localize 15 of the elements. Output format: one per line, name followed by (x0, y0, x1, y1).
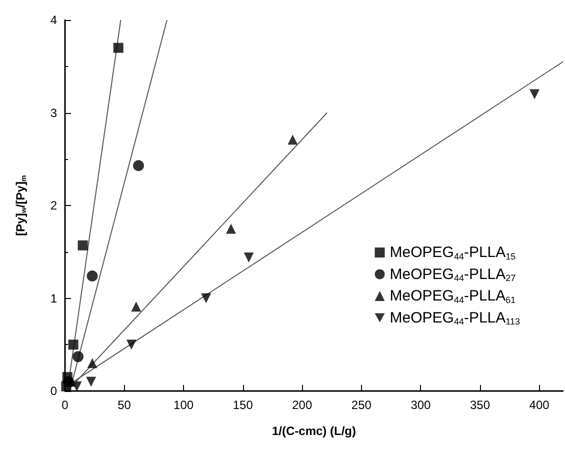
x-tick-label: 150 (232, 398, 254, 412)
y-tick-label: 4 (50, 13, 58, 27)
x-tick-label: 300 (410, 398, 432, 412)
y-tick-label: 2 (50, 198, 58, 212)
x-tick-label: 400 (529, 398, 550, 412)
x-tick-label: 200 (292, 398, 312, 412)
x-tick-label: 100 (174, 398, 194, 412)
y-tick-label: 0 (50, 384, 58, 398)
x-tick-label: 50 (118, 398, 132, 412)
x-tick-label: 350 (470, 398, 490, 412)
x-tick-label: 0 (62, 398, 69, 412)
y-tick-label: 3 (50, 106, 58, 120)
y-tick-label: 1 (50, 291, 58, 306)
x-tick-label: 250 (351, 398, 372, 412)
x-axis-title: 1/(C-cmc) (L/g) (272, 424, 356, 438)
